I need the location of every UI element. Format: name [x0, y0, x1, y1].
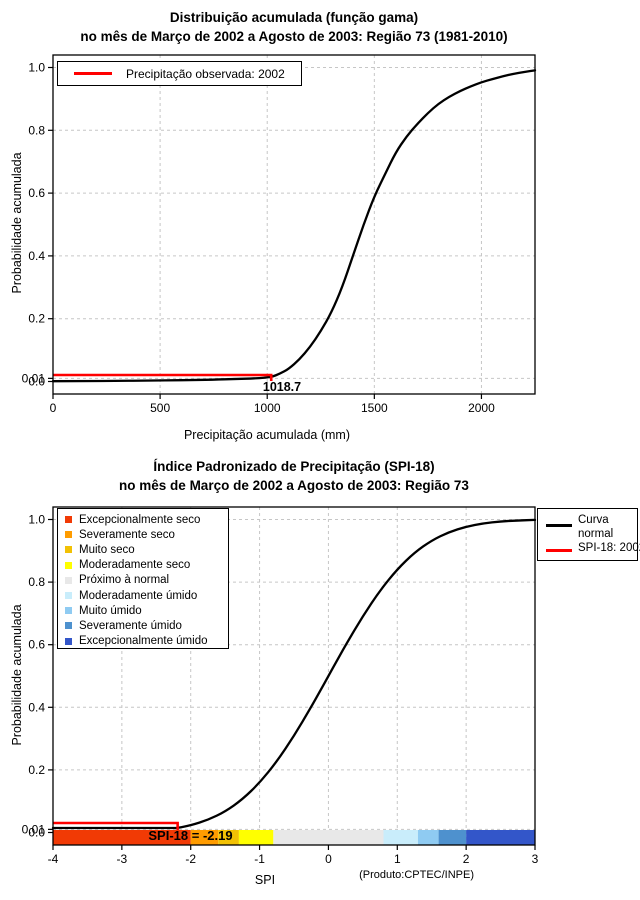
- y-tick-label: 0.0: [28, 826, 45, 840]
- category-label: Próximo à normal: [79, 574, 170, 587]
- spi-band-segment: [438, 830, 467, 845]
- legend-item: Próximo à normal: [65, 573, 228, 588]
- category-label: Moderadamente úmido: [79, 589, 198, 602]
- y-tick-label: 0.01: [22, 371, 46, 385]
- spi-value-annotation: SPI-18 = -2.19: [148, 828, 233, 843]
- observed-line: [53, 373, 273, 381]
- observed-line-label: Precipitação observada: 2002: [126, 66, 285, 81]
- x-tick-label: 0: [325, 852, 332, 866]
- top-chart-title: Distribuição acumulada (função gama): [169, 10, 419, 25]
- spi-band-segment: [238, 830, 274, 845]
- x-tick-label: 500: [150, 401, 170, 415]
- spi-2002-label: SPI-18: 2002: [578, 542, 640, 554]
- category-swatch: [65, 546, 72, 554]
- category-label: Excepcionalmente úmido: [79, 635, 208, 648]
- category-label: Severamente úmido: [79, 619, 182, 632]
- y-tick-label: 1.0: [28, 513, 45, 527]
- bottom-chart-title: Índice Padronizado de Precipitação (SPI-…: [153, 459, 435, 474]
- spi-band-segment: [466, 830, 535, 845]
- category-label: Muito seco: [79, 543, 135, 556]
- x-tick-label: 0: [50, 401, 57, 415]
- x-tick-label: 1000: [254, 401, 281, 415]
- y-tick-label: 1.0: [28, 61, 45, 75]
- legend-item: Excepcionalmente seco: [65, 512, 228, 527]
- y-tick-label: 0.6: [28, 186, 45, 200]
- y-tick-label: 0.4: [28, 249, 45, 263]
- spi-2002-swatch: [546, 549, 572, 552]
- plot-box: [52, 506, 536, 846]
- spi-category-legend: Excepcionalmente seco Severamente seco M…: [57, 508, 229, 649]
- category-swatch: [65, 592, 72, 600]
- legend-item: Muito úmido: [65, 603, 228, 618]
- legend-item: Excepcionalmente úmido: [65, 634, 228, 649]
- x-tick-label: 1500: [361, 401, 388, 415]
- y-tick-label: 0.01: [22, 822, 46, 836]
- y-tick-label: 0.2: [28, 763, 45, 777]
- x-tick-label: -3: [117, 852, 128, 866]
- bottom-chart-subtitle: no mês de Março de 2002 a Agosto de 2003…: [119, 478, 469, 493]
- category-label: Muito úmido: [79, 604, 142, 617]
- category-swatch: [65, 561, 72, 569]
- y-tick-label: 0.2: [28, 312, 45, 326]
- observed-line-swatch: [74, 72, 112, 75]
- top-legend: Precipitação observada: 2002: [57, 61, 302, 86]
- cumulative-curve: [51, 69, 537, 383]
- cumulative-curve: [51, 518, 537, 830]
- x-tick-label: -2: [185, 852, 196, 866]
- bottom-y-axis-label: Probabilidade acumulada: [10, 604, 24, 746]
- category-label: Severamente seco: [79, 528, 175, 541]
- category-swatch: [65, 516, 72, 524]
- category-label: Moderadamente seco: [79, 559, 191, 572]
- category-swatch: [65, 531, 72, 539]
- x-tick-label: -4: [48, 852, 59, 866]
- legend-item: Severamente seco: [65, 527, 228, 542]
- spi-band-segment: [417, 830, 439, 845]
- observed-precipitation-annotation: 1018.7: [262, 380, 302, 394]
- spi-band-segment: [53, 830, 191, 845]
- y-tick-label: 0.8: [28, 575, 45, 589]
- observed-line: [53, 821, 179, 830]
- normal-curve-label-line1: Curva: [578, 514, 609, 526]
- spi-band-segment: [273, 830, 384, 845]
- x-tick-label: -1: [254, 852, 265, 866]
- legend-item: Severamente úmido: [65, 618, 228, 633]
- y-tick-label: 0.4: [28, 700, 45, 714]
- y-tick-label: 0.0: [28, 375, 45, 389]
- legend-item: Moderadamente úmido: [65, 588, 228, 603]
- normal-curve-label-line2: normal: [578, 528, 614, 540]
- category-swatch: [65, 622, 72, 630]
- spi-band-segment: [218, 830, 239, 845]
- top-chart-subtitle: no mês de Março de 2002 a Agosto de 2003…: [80, 29, 508, 44]
- curve-legend: Curva normal SPI-18: 2002: [537, 508, 640, 561]
- y-tick-label: 0.6: [28, 638, 45, 652]
- x-tick-label: 2: [463, 852, 470, 866]
- spi-band-segment: [383, 830, 418, 845]
- legend-item: Muito seco: [65, 542, 228, 557]
- y-tick-label: 0.8: [28, 123, 45, 137]
- x-tick-label: 2000: [468, 401, 495, 415]
- x-tick-label: 3: [532, 852, 539, 866]
- top-y-axis-label: Probabilidade acumulada: [10, 152, 24, 294]
- product-credit: (Produto:CPTEC/INPE): [359, 869, 474, 881]
- top-x-axis-label: Precipitação acumulada (mm): [183, 428, 351, 442]
- bottom-x-axis-label: SPI: [254, 873, 276, 887]
- legend-item: Moderadamente seco: [65, 558, 228, 573]
- plot-box: [52, 54, 536, 395]
- category-label: Excepcionalmente seco: [79, 513, 201, 526]
- normal-curve-swatch: [546, 524, 572, 527]
- category-swatch: [65, 576, 72, 584]
- category-swatch: [65, 607, 72, 615]
- category-swatch: [65, 637, 72, 645]
- x-tick-label: 1: [394, 852, 401, 866]
- spi-band-segment: [190, 830, 219, 845]
